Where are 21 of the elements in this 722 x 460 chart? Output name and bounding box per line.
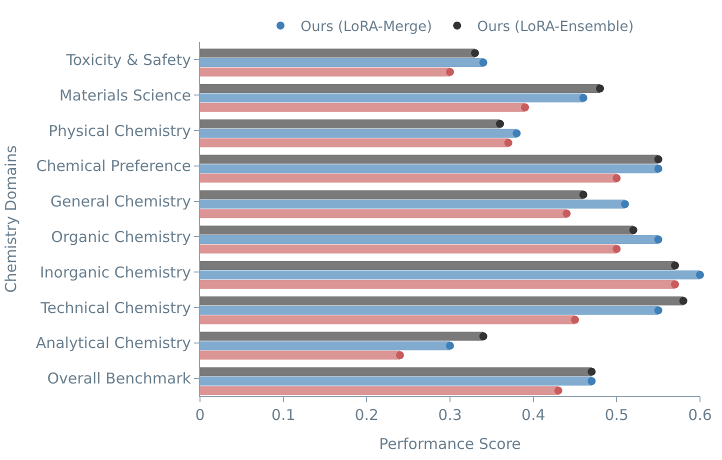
x-tick-label: 0.4 <box>521 406 546 424</box>
legend-label: Ours (LoRA-Ensemble) <box>477 19 634 36</box>
y-tick-label: Technical Chemistry <box>40 298 192 317</box>
x-tick-label: 0.3 <box>438 406 462 424</box>
y-tick-label: Materials Science <box>59 86 191 104</box>
y-tick-label: Analytical Chemistry <box>36 334 192 352</box>
legend-label: Ours (LoRA-Merge) <box>300 19 432 36</box>
y-tick-label: Chemical Preference <box>36 157 191 176</box>
x-tick-label: 0 <box>195 406 205 424</box>
y-tick-label: Overall Benchmark <box>47 370 192 388</box>
x-tick-label: 0.1 <box>271 406 296 424</box>
x-axis-title: Performance Score <box>379 435 521 453</box>
y-tick-label: Inorganic Chemistry <box>40 263 192 282</box>
y-tick-label: Physical Chemistry <box>48 122 192 140</box>
x-tick-label: 0.5 <box>604 406 629 424</box>
x-tick-label: 0.6 <box>688 406 712 424</box>
y-axis-title: Chemistry Domains <box>2 145 20 293</box>
y-tick-label: Toxicity & Safety <box>65 50 192 69</box>
y-tick-label: General Chemistry <box>50 192 192 211</box>
x-tick-label: 0.2 <box>354 406 379 424</box>
y-tick-label: Organic Chemistry <box>51 228 192 246</box>
